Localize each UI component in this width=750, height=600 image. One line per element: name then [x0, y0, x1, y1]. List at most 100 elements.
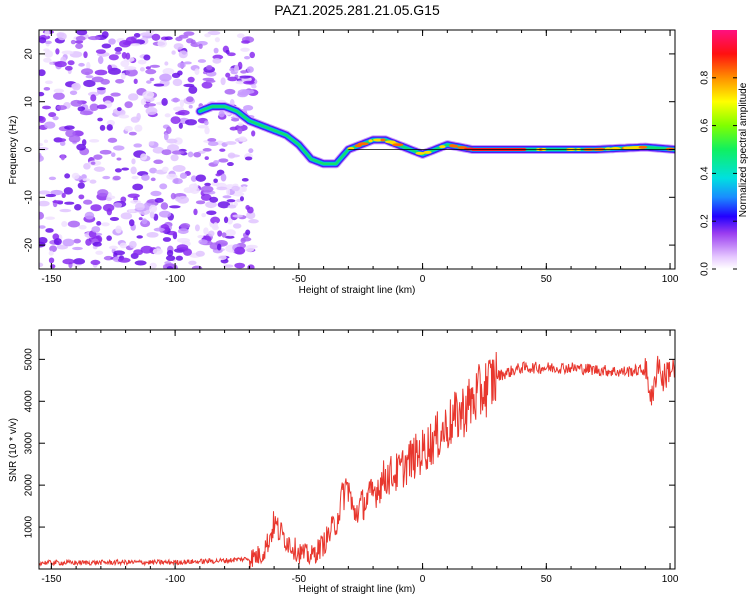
heatmap-blob: [87, 91, 100, 97]
heatmap-blob: [115, 78, 125, 84]
heatmap-blob: [39, 211, 45, 220]
heatmap-blob: [69, 90, 78, 96]
heatmap-blob: [86, 61, 91, 70]
heatmap-blob: [106, 235, 112, 241]
spectrogram-ridge: [197, 103, 675, 167]
heatmap-blob: [95, 49, 106, 54]
heatmap-blob: [237, 122, 244, 127]
heatmap-blob: [55, 48, 60, 55]
heatmap-blob: [239, 196, 244, 202]
heatmap-blob: [128, 209, 136, 213]
heatmap-blob: [132, 183, 144, 191]
heatmap-blob: [166, 138, 178, 144]
heatmap-blob: [175, 255, 183, 261]
heatmap-blob: [173, 43, 184, 50]
ridge-peak: [357, 142, 369, 146]
heatmap-blob: [90, 94, 97, 102]
heatmap-blob: [85, 75, 94, 79]
colorbar-tick-label: 0.2: [700, 214, 711, 228]
heatmap-blob: [134, 260, 147, 266]
heatmap-blob: [90, 161, 96, 165]
heatmap-blob: [241, 40, 250, 44]
heatmap-blob: [162, 81, 170, 86]
heatmap-blob: [140, 98, 147, 106]
heatmap-blob: [220, 173, 227, 182]
heatmap-blob: [78, 194, 85, 200]
heatmap-blob: [146, 200, 155, 204]
heatmap-blob: [136, 112, 141, 121]
heatmap-blob: [75, 36, 86, 42]
heatmap-blob: [218, 158, 229, 163]
spectrogram-ridge: [198, 105, 675, 166]
snr-x-axis: -150 -100 -50 0 50 100: [41, 330, 679, 585]
heatmap-blob: [249, 51, 255, 59]
snr-frame: [38, 329, 676, 570]
heatmap-blob: [146, 232, 159, 238]
heatmap-blob: [207, 141, 219, 147]
heatmap-blob: [44, 121, 56, 129]
heatmap-blob: [244, 156, 253, 161]
heatmap-blob: [130, 43, 141, 47]
heatmap-blob: [178, 50, 188, 59]
heatmap-blob: [90, 259, 101, 266]
heatmap-blob: [131, 175, 139, 180]
heatmap-blob: [143, 54, 151, 61]
heatmap-blob: [225, 229, 236, 237]
heatmap-blob: [227, 76, 238, 82]
heatmap-blob: [39, 37, 47, 44]
heatmap-blob: [91, 226, 101, 233]
heatmap-blob: [225, 235, 235, 239]
heatmap-blob: [39, 69, 46, 77]
heatmap-blob: [154, 197, 164, 203]
heatmap-blob: [198, 239, 208, 245]
snr-panel: -150 -100 -50 0 50 100 1000 2000 3000 4000 5000 H…: [8, 329, 679, 595]
heatmap-blob: [120, 212, 133, 220]
heatmap-blob: [213, 160, 220, 165]
heatmap-blob: [113, 250, 126, 256]
heatmap-blob: [138, 217, 143, 221]
heatmap-blob: [224, 88, 236, 95]
heatmap-blob: [162, 237, 172, 242]
heatmap-blob: [118, 114, 130, 119]
heatmap-blob: [209, 196, 219, 203]
heatmap-blob: [39, 262, 44, 268]
heatmap-blob: [245, 229, 251, 236]
heatmap-blob: [137, 59, 147, 65]
x-tick-label: -100: [165, 274, 185, 285]
heatmap-blob: [45, 193, 57, 198]
heatmap-blob: [141, 174, 150, 181]
heatmap-blob: [203, 227, 209, 235]
x-tick-label: 0: [420, 574, 426, 585]
heatmap-blob: [166, 249, 174, 257]
heatmap-blob: [93, 166, 106, 172]
heatmap-blob: [243, 105, 254, 111]
heatmap-blob: [127, 93, 139, 101]
heatmap-blob: [225, 72, 231, 78]
heatmap-blob: [151, 33, 161, 41]
heatmap-blob: [166, 173, 178, 180]
heatmap-blob: [145, 66, 151, 70]
heatmap-blob: [130, 166, 137, 175]
colorbar-ticks: 0.0 0.2 0.4 0.6 0.8: [700, 70, 737, 276]
heatmap-blob: [49, 245, 58, 253]
heatmap-blob: [197, 59, 207, 63]
heatmap-blob: [133, 78, 138, 85]
heatmap-blob: [246, 211, 256, 220]
heatmap-blob: [97, 56, 104, 65]
heatmap-blob: [201, 81, 213, 89]
heatmap-blob: [197, 125, 209, 129]
heatmap-blob: [83, 79, 96, 88]
heatmap-blob: [124, 101, 133, 109]
heatmap-blob: [92, 241, 102, 247]
y-tick-label: 20: [24, 48, 35, 60]
heatmap-blob: [41, 105, 52, 110]
heatmap-blob: [170, 154, 179, 162]
heatmap-blob: [221, 232, 227, 238]
heatmap-blob: [109, 216, 120, 221]
heatmap-blob: [193, 208, 198, 216]
heatmap-blob: [59, 208, 72, 213]
heatmap-blob: [101, 222, 110, 227]
snr-x-axis-label: Height of straight line (km): [299, 584, 416, 595]
heatmap-blob: [60, 154, 65, 161]
